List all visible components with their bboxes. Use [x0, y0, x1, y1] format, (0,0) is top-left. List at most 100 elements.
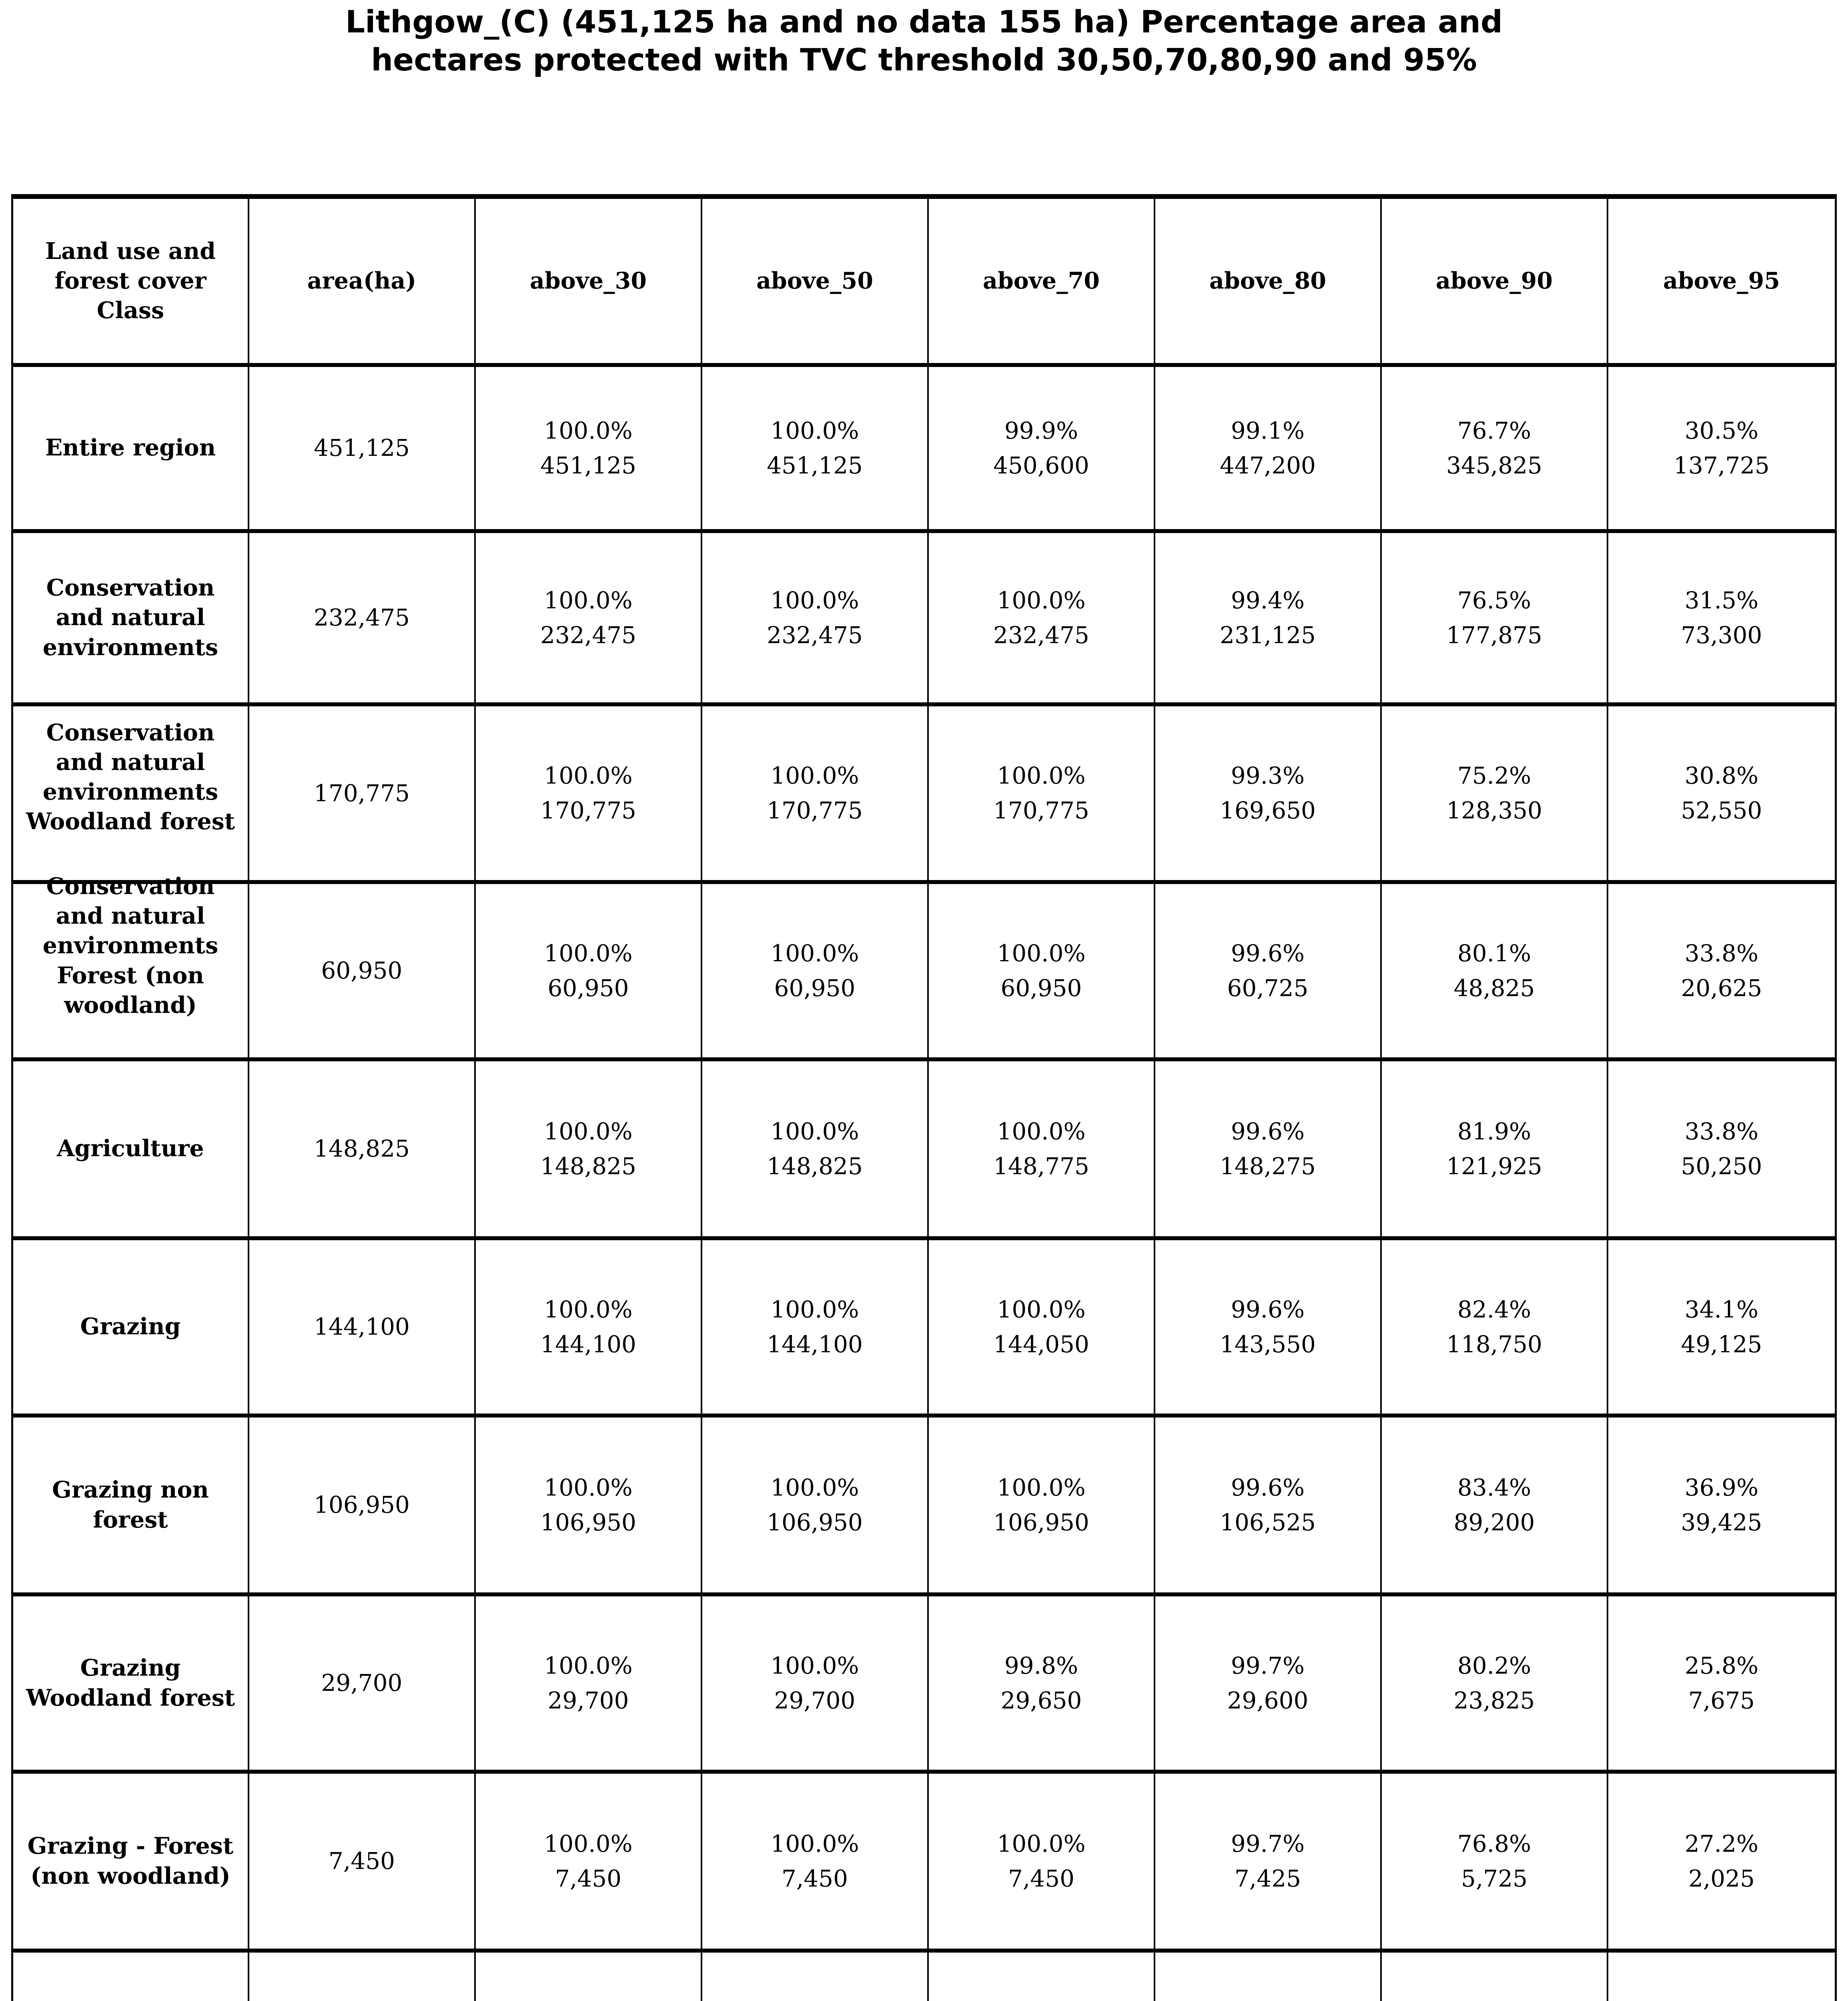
- area-cell: 4,675: [249, 1953, 476, 2001]
- column-header-label: above_95: [1663, 267, 1780, 294]
- cell-hectares: 451,125: [767, 451, 863, 479]
- cell-hectares: 144,100: [767, 1330, 863, 1358]
- data-cell: 81.9% 121,925: [1382, 1061, 1608, 1240]
- data-cell: 100.0% 29,700: [476, 1596, 702, 1774]
- page-title-line1: Lithgow_(C) (451,125 ha and no data 155 …: [345, 4, 1503, 40]
- page-title-line2: hectares protected with TVC threshold 30…: [371, 42, 1477, 78]
- data-cell: 76.5% 177,875: [1382, 533, 1608, 706]
- cell-percent: 100.0%: [997, 586, 1086, 614]
- cell-percent: 100.0%: [997, 1474, 1086, 1501]
- cell-percent: 100.0%: [997, 1830, 1086, 1857]
- row-label: Conservation and natural environments: [42, 574, 218, 661]
- column-header-label: above_50: [756, 267, 873, 294]
- column-header-6: above_90: [1382, 199, 1608, 367]
- column-header-label: above_80: [1209, 267, 1326, 294]
- data-cell: 99.7% 29,600: [1155, 1596, 1382, 1774]
- cell-percent: 27.2%: [1684, 1830, 1759, 1857]
- column-header-label: area(ha): [307, 267, 417, 294]
- data-cell: 100.0% 29,700: [702, 1596, 929, 1774]
- cell-hectares: 29,600: [1227, 1686, 1309, 1714]
- cell-percent: 33.8%: [1684, 939, 1759, 967]
- cell-percent: 99.7%: [1231, 1652, 1305, 1679]
- data-cell: 80.1% 48,825: [1382, 884, 1608, 1061]
- data-cell: 34.1% 49,125: [1608, 1240, 1835, 1418]
- area-cell: 144,100: [249, 1240, 476, 1418]
- cell-hectares: 60,950: [1000, 974, 1082, 1002]
- data-cell: 100.0%4,675: [929, 1953, 1155, 2001]
- cell-hectares: 29,700: [547, 1686, 629, 1714]
- cell-percent: 25.8%: [1684, 1652, 1759, 1679]
- cell-hectares: 451,125: [540, 451, 636, 479]
- cell-hectares: 128,350: [1446, 797, 1542, 824]
- cell-hectares: 144,050: [993, 1330, 1089, 1358]
- data-cell: 100.0% 106,950: [476, 1418, 702, 1596]
- data-cell: 36.9% 39,425: [1608, 1418, 1835, 1596]
- cell-hectares: 148,275: [1220, 1152, 1316, 1180]
- cell-hectares: 170,775: [540, 797, 636, 824]
- cell-percent: 99.4%: [1231, 586, 1305, 614]
- data-cell: 82.4% 118,750: [1382, 1240, 1608, 1418]
- cell-percent: 100.0%: [770, 417, 859, 444]
- area-value: 144,100: [314, 1313, 410, 1340]
- row-label-cell: Grazing - Forest (non woodland): [13, 1774, 249, 1953]
- cell-hectares: 148,825: [767, 1152, 863, 1180]
- area-value: 451,125: [314, 434, 410, 461]
- area-cell: 7,450: [249, 1774, 476, 1953]
- cell-hectares: 137,725: [1674, 451, 1770, 479]
- data-cell: 27.2% 2,025: [1608, 1774, 1835, 1953]
- cell-percent: 100.0%: [544, 939, 633, 967]
- data-cell: 76.7% 345,825: [1382, 367, 1608, 533]
- cell-hectares: 447,200: [1220, 451, 1316, 479]
- data-cell: 99.4% 231,125: [1155, 533, 1382, 706]
- cell-hectares: 106,950: [540, 1508, 636, 1536]
- cell-percent: 100.0%: [770, 586, 859, 614]
- row-label: Grazing Woodland forest: [26, 1654, 235, 1711]
- area-cell: 232,475: [249, 533, 476, 706]
- cell-percent: 100.0%: [770, 1117, 859, 1145]
- data-cell: 99.1% 447,200: [1155, 367, 1382, 533]
- row-label: Conservation and natural environments Fo…: [42, 873, 218, 1019]
- cell-hectares: 60,950: [547, 974, 629, 1002]
- row-label-cell: Grazing non forest: [13, 1418, 249, 1596]
- data-cell: 100.0% 106,950: [702, 1418, 929, 1596]
- column-header-label: Land use and forest cover Class: [45, 237, 216, 324]
- row-label-cell: Entire region: [13, 367, 249, 533]
- data-cell: 25.8% 7,675: [1608, 1596, 1835, 1774]
- data-cell: 75.2% 128,350: [1382, 706, 1608, 884]
- data-cell: 80.2% 23,825: [1382, 1596, 1608, 1774]
- cell-percent: 99.6%: [1231, 1474, 1305, 1501]
- cell-hectares: 144,100: [540, 1330, 636, 1358]
- area-cell: 106,950: [249, 1418, 476, 1596]
- area-cell: 29,700: [249, 1596, 476, 1774]
- area-value: 232,475: [314, 604, 410, 631]
- area-value: 7,450: [328, 1847, 395, 1875]
- data-cell: 76.8% 5,725: [1382, 1774, 1608, 1953]
- data-cell: 30.8% 52,550: [1608, 706, 1835, 884]
- cell-hectares: 2,025: [1688, 1865, 1755, 1892]
- column-header-4: above_70: [929, 199, 1155, 367]
- area-value: 170,775: [314, 779, 410, 807]
- cell-percent: 99.6%: [1231, 1295, 1305, 1323]
- column-header-0: Land use and forest cover Class: [13, 199, 249, 367]
- data-cell: 100.0% 106,950: [929, 1418, 1155, 1596]
- data-cell: 99.6% 143,550: [1155, 1240, 1382, 1418]
- row-label-cell: Grazing Woodland forest: [13, 1596, 249, 1774]
- cell-percent: 100.0%: [997, 1117, 1086, 1145]
- cell-hectares: 106,525: [1220, 1508, 1316, 1536]
- cell-percent: 100.0%: [544, 1295, 633, 1323]
- data-cell: 100.0% 60,950: [702, 884, 929, 1061]
- cell-percent: 100.0%: [997, 762, 1086, 789]
- area-cell: 60,950: [249, 884, 476, 1061]
- cell-hectares: 345,825: [1446, 451, 1542, 479]
- cell-percent: 30.5%: [1684, 417, 1759, 444]
- cell-hectares: 170,775: [993, 797, 1089, 824]
- data-cell: 100.0%4,675: [476, 1953, 702, 2001]
- cell-percent: 80.1%: [1457, 939, 1531, 967]
- cell-hectares: 49,125: [1681, 1330, 1762, 1358]
- area-value: 29,700: [321, 1669, 403, 1696]
- cell-percent: 82.4%: [1457, 1295, 1531, 1323]
- row-label: Grazing non forest: [52, 1476, 209, 1533]
- row-label-cell: Cropping: [13, 1953, 249, 2001]
- data-cell: 100.0% 7,450: [702, 1774, 929, 1953]
- column-header-7: above_95: [1608, 199, 1835, 367]
